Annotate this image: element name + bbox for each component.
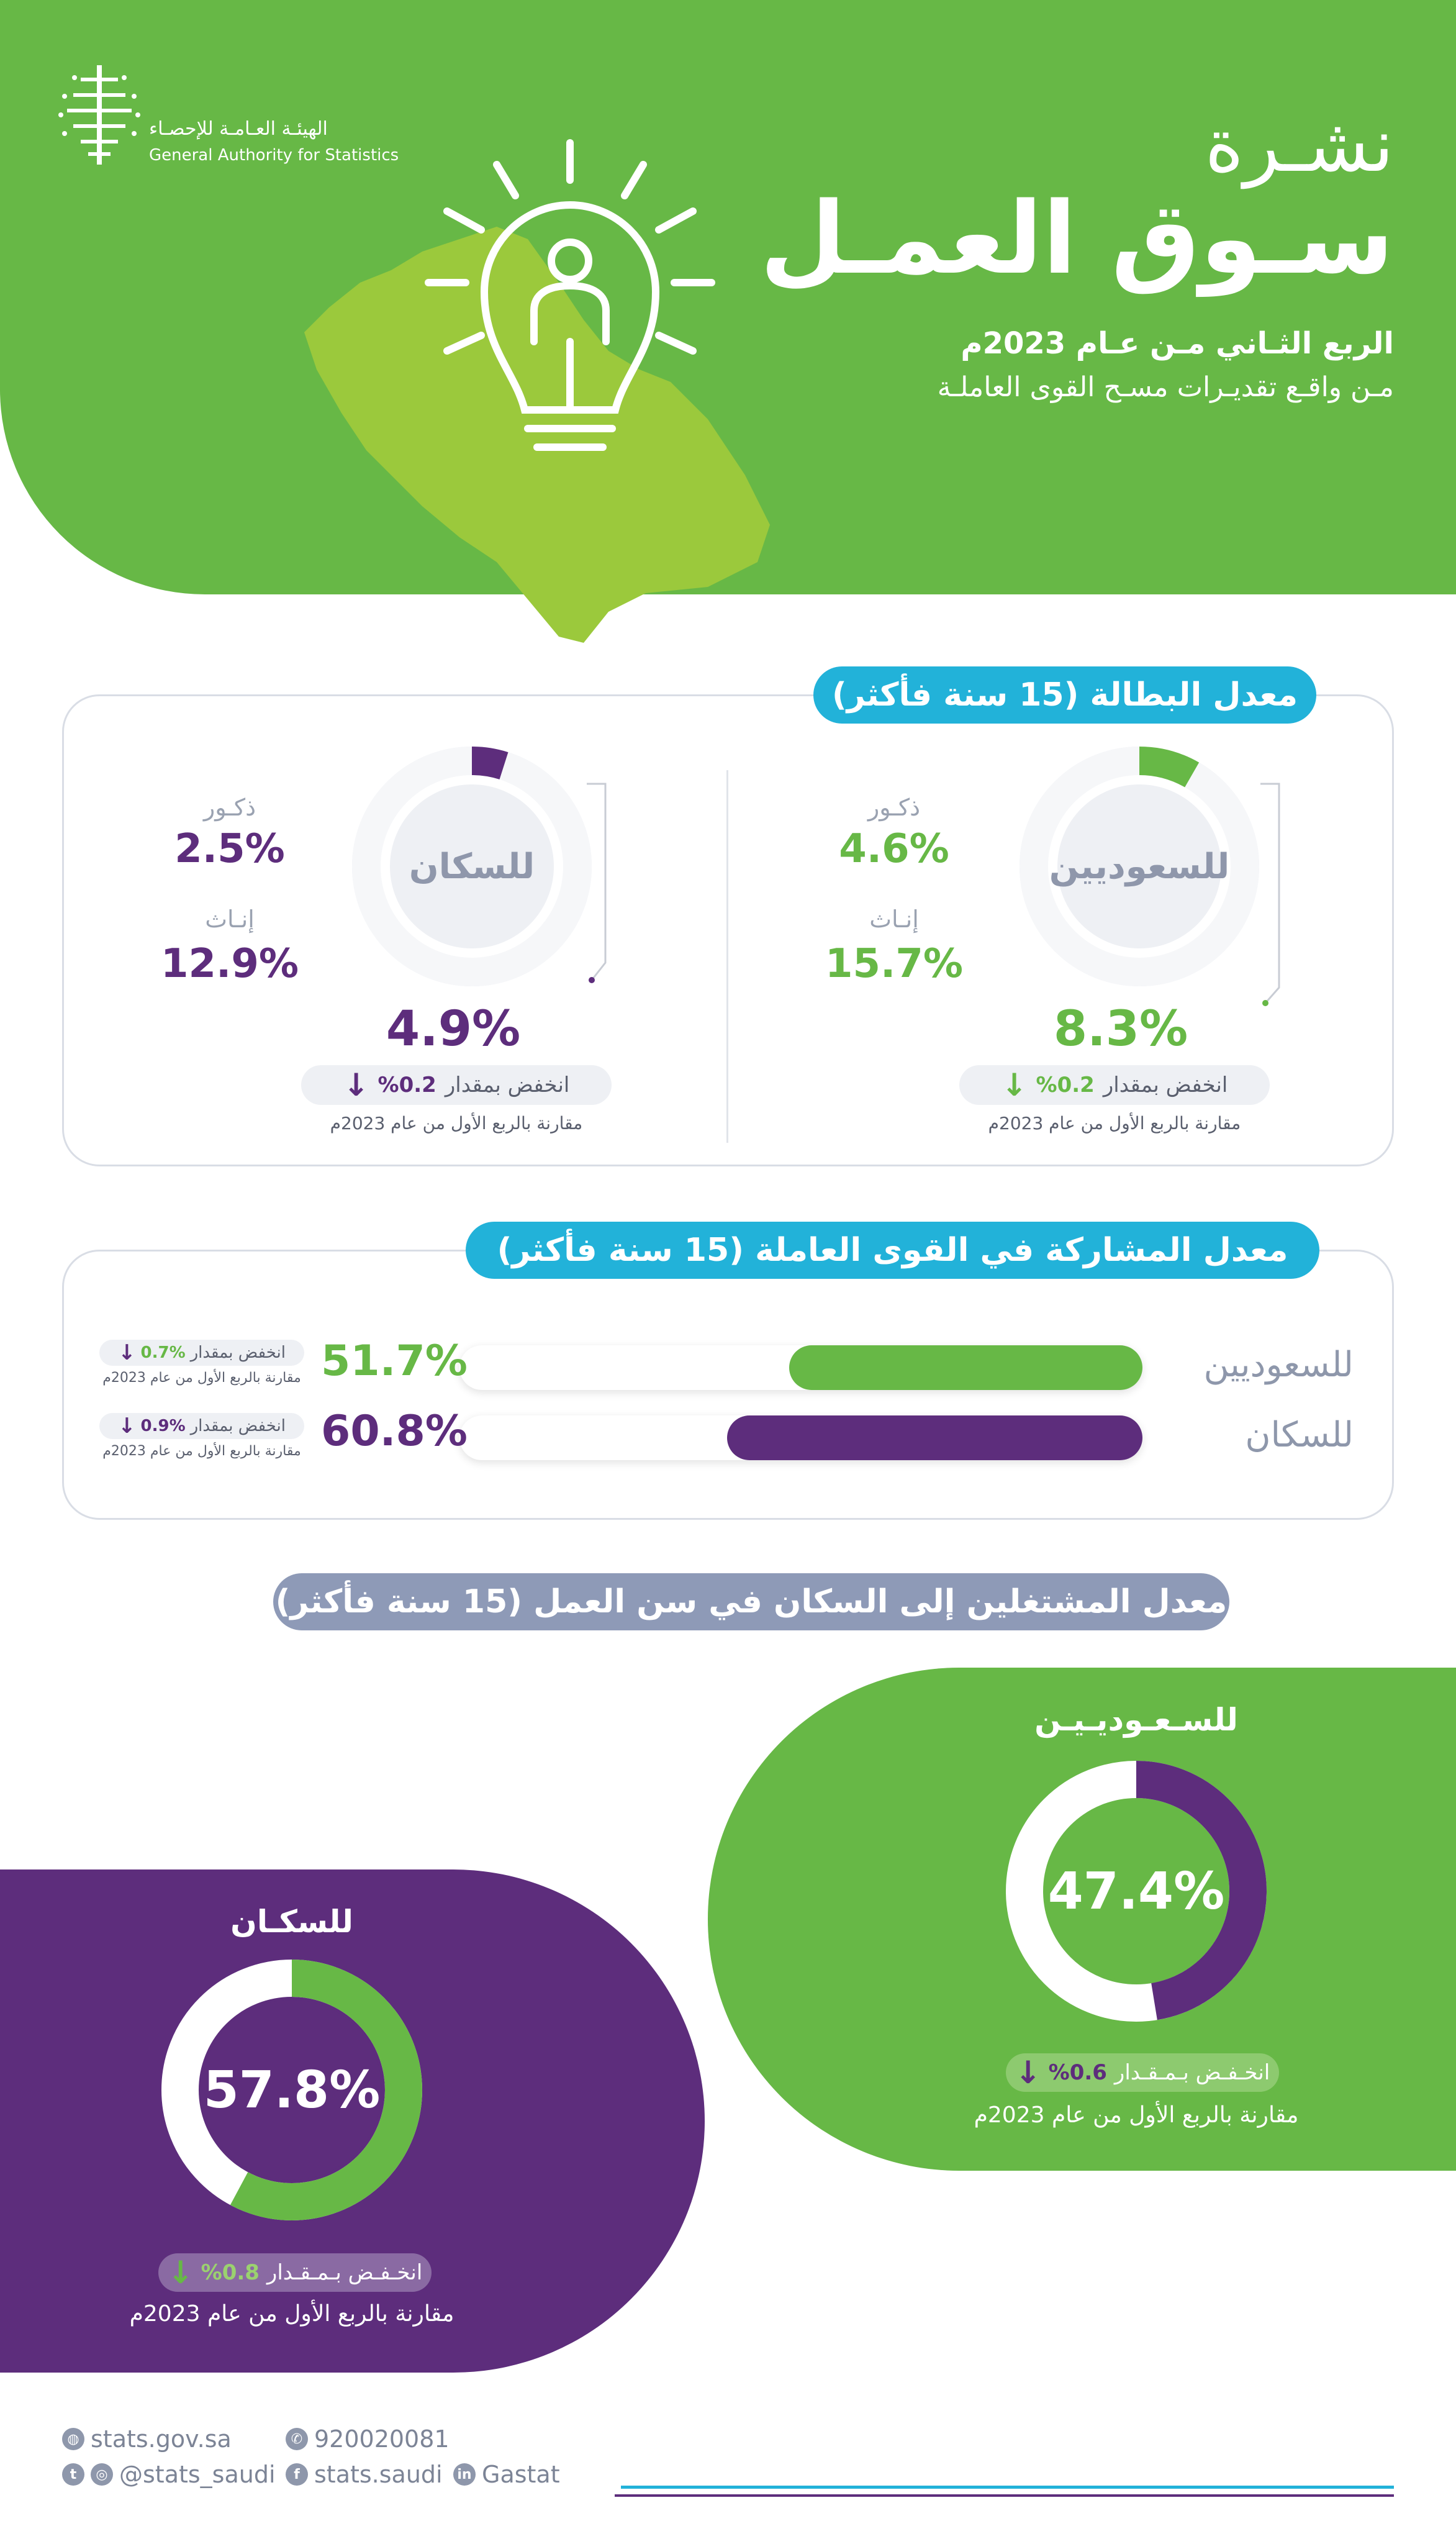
employment-saudi-value: 47.4% — [1047, 1861, 1225, 1921]
employment-saudi-change-note: مقارنة بالربع الأول من عام 2023م — [974, 2102, 1299, 2128]
employment-population-value: 57.8% — [203, 2060, 381, 2120]
gastat-logo-icon — [58, 65, 140, 165]
participation-heading: معدل المشاركة في القوى العاملة (15 سنة ف… — [466, 1222, 1319, 1279]
footer-accent-line-2 — [615, 2494, 1394, 2497]
population-change-note: مقارنة بالربع الأول من عام 2023م — [330, 1113, 583, 1133]
participation-saudi-value: 51.7% — [321, 1337, 468, 1386]
saudi-female-value: 15.7% — [825, 941, 964, 987]
employment-population-arc — [161, 1960, 422, 2220]
population-unemployment-label: للسكان — [409, 846, 535, 887]
participation-population-value: 60.8% — [321, 1407, 468, 1456]
footer-twitter[interactable]: t ◎ @stats_saudi — [62, 2461, 276, 2488]
lightbulb-person-icon — [425, 139, 715, 451]
population-male-caption: ذكـور — [203, 794, 256, 821]
phone-text: 920020081 — [314, 2425, 450, 2453]
twitter-text: @stats_saudi — [119, 2461, 276, 2488]
saudi-unemployment-arc — [1020, 747, 1259, 986]
linkedin-icon: in — [453, 2463, 476, 2486]
population-connector-line — [587, 783, 607, 983]
footer-accent-line — [621, 2486, 1394, 2489]
employment-saudi-arc — [1006, 1761, 1267, 2022]
participation-population-track — [459, 1415, 1142, 1460]
population-unemployment-arc — [352, 747, 592, 986]
participation-population-change-note: مقارنة بالربع الأول من عام 2023م — [102, 1443, 301, 1459]
employment-heading: معدل المشتغلين إلى السكان في سن العمل (1… — [273, 1573, 1229, 1630]
down-arrow-icon: ↓ — [1001, 1067, 1028, 1103]
population-female-value: 12.9% — [160, 941, 299, 987]
down-arrow-icon: ↓ — [1015, 2055, 1041, 2091]
facebook-icon: f — [286, 2463, 308, 2486]
participation-saudi-change-note: مقارنة بالربع الأول من عام 2023م — [102, 1370, 301, 1386]
logo-arabic-name: الهيئـة العـامـة للإحصـاء — [149, 118, 328, 140]
source-subtitle: مـن واقـع تقديـرات مسـح القوى العاملـة — [937, 371, 1394, 403]
down-arrow-icon: ↓ — [343, 1067, 369, 1103]
twitter-icon: t — [62, 2463, 84, 2486]
phone-icon: ✆ — [286, 2428, 308, 2450]
saudi-unemployment-donut: للسعوديين — [1006, 733, 1273, 1000]
participation-saudi-label: للسعوديين — [1203, 1345, 1354, 1385]
participation-population-bar — [727, 1415, 1142, 1460]
footer-phone[interactable]: ✆ 920020081 — [286, 2425, 450, 2453]
footer-linkedin[interactable]: in Gastat — [453, 2461, 560, 2488]
participation-saudi-change-badge: انخفض بمقدار 0.7% ↓ — [99, 1340, 304, 1366]
participation-saudi-bar — [789, 1345, 1142, 1390]
footer-facebook[interactable]: f stats.saudi — [286, 2461, 443, 2488]
change-value: 0.9% — [140, 1417, 186, 1435]
saudi-change-note: مقارنة بالربع الأول من عام 2023م — [988, 1113, 1241, 1133]
employment-population-donut: 57.8% — [158, 1956, 425, 2224]
saudi-male-value: 4.6% — [839, 826, 949, 872]
change-value: %0.8 — [201, 2260, 260, 2285]
employment-population-label: للسكـان — [230, 1904, 353, 1940]
saudi-unemployment-label: للسعوديين — [1049, 846, 1230, 887]
participation-population-change-badge: انخفض بمقدار 0.9% ↓ — [99, 1413, 304, 1439]
change-text: انخـفـض بـمـقـدار — [1114, 2060, 1270, 2085]
change-value: %0.2 — [1036, 1073, 1095, 1097]
gastat-logo[interactable]: الهيئـة العـامـة للإحصـاء General Author… — [56, 59, 404, 171]
change-text: انخفض بمقدار — [190, 1417, 286, 1435]
employment-population-change-note: مقارنة بالربع الأول من عام 2023م — [129, 2301, 454, 2327]
website-text: stats.gov.sa — [91, 2425, 232, 2453]
facebook-text: stats.saudi — [314, 2461, 443, 2488]
participation-population-label: للسكان — [1245, 1415, 1354, 1455]
down-arrow-icon: ↓ — [118, 1340, 136, 1365]
change-value: %0.2 — [378, 1073, 436, 1097]
population-male-value: 2.5% — [174, 826, 285, 872]
population-female-caption: إنـاث — [205, 906, 255, 933]
change-text: انخفض بمقدار — [1103, 1073, 1228, 1097]
down-arrow-icon: ↓ — [167, 2255, 194, 2291]
employment-saudi-label: للسـعـوديـيـن — [1034, 1702, 1238, 1738]
saudi-map-icon — [304, 227, 770, 643]
change-text: انخفض بمقدار — [445, 1073, 570, 1097]
page-title: سـوق العمـل — [759, 180, 1394, 296]
saudi-total-value: 8.3% — [1053, 1001, 1188, 1057]
saudi-female-caption: إنـاث — [869, 906, 919, 933]
employment-saudi-change-badge: انخـفـض بـمـقـدار %0.6 ↓ — [1006, 2053, 1279, 2092]
panel-divider — [726, 770, 728, 1143]
saudi-male-caption: ذكـور — [867, 794, 921, 821]
population-total-value: 4.9% — [386, 1001, 521, 1057]
footer-website[interactable]: ◍ stats.gov.sa — [62, 2425, 232, 2453]
period-subtitle: الربع الثـاني مـن عـام 2023م — [961, 326, 1394, 361]
change-text: انخفض بمقدار — [190, 1343, 286, 1362]
change-text: انخـفـض بـمـقـدار — [266, 2260, 423, 2285]
population-unemployment-donut: للسكان — [338, 733, 605, 1000]
saudi-change-badge: انخفض بمقدار %0.2 ↓ — [959, 1065, 1270, 1105]
instagram-icon: ◎ — [91, 2463, 113, 2486]
employment-saudi-donut: 47.4% — [1003, 1758, 1270, 2025]
bulletin-label: نشـرة — [1205, 102, 1394, 189]
participation-saudi-track — [459, 1345, 1142, 1390]
change-value: %0.6 — [1048, 2060, 1107, 2085]
population-change-badge: انخفض بمقدار %0.2 ↓ — [301, 1065, 612, 1105]
change-value: 0.7% — [140, 1343, 186, 1362]
linkedin-text: Gastat — [482, 2461, 560, 2488]
logo-english-name: General Authority for Statistics — [149, 146, 399, 165]
down-arrow-icon: ↓ — [118, 1414, 136, 1438]
unemployment-heading: معدل البطالة (15 سنة فأكثر) — [813, 666, 1316, 724]
saudi-connector-line — [1260, 783, 1280, 1006]
globe-icon: ◍ — [62, 2428, 84, 2450]
employment-population-change-badge: انخـفـض بـمـقـدار %0.8 ↓ — [158, 2253, 432, 2292]
